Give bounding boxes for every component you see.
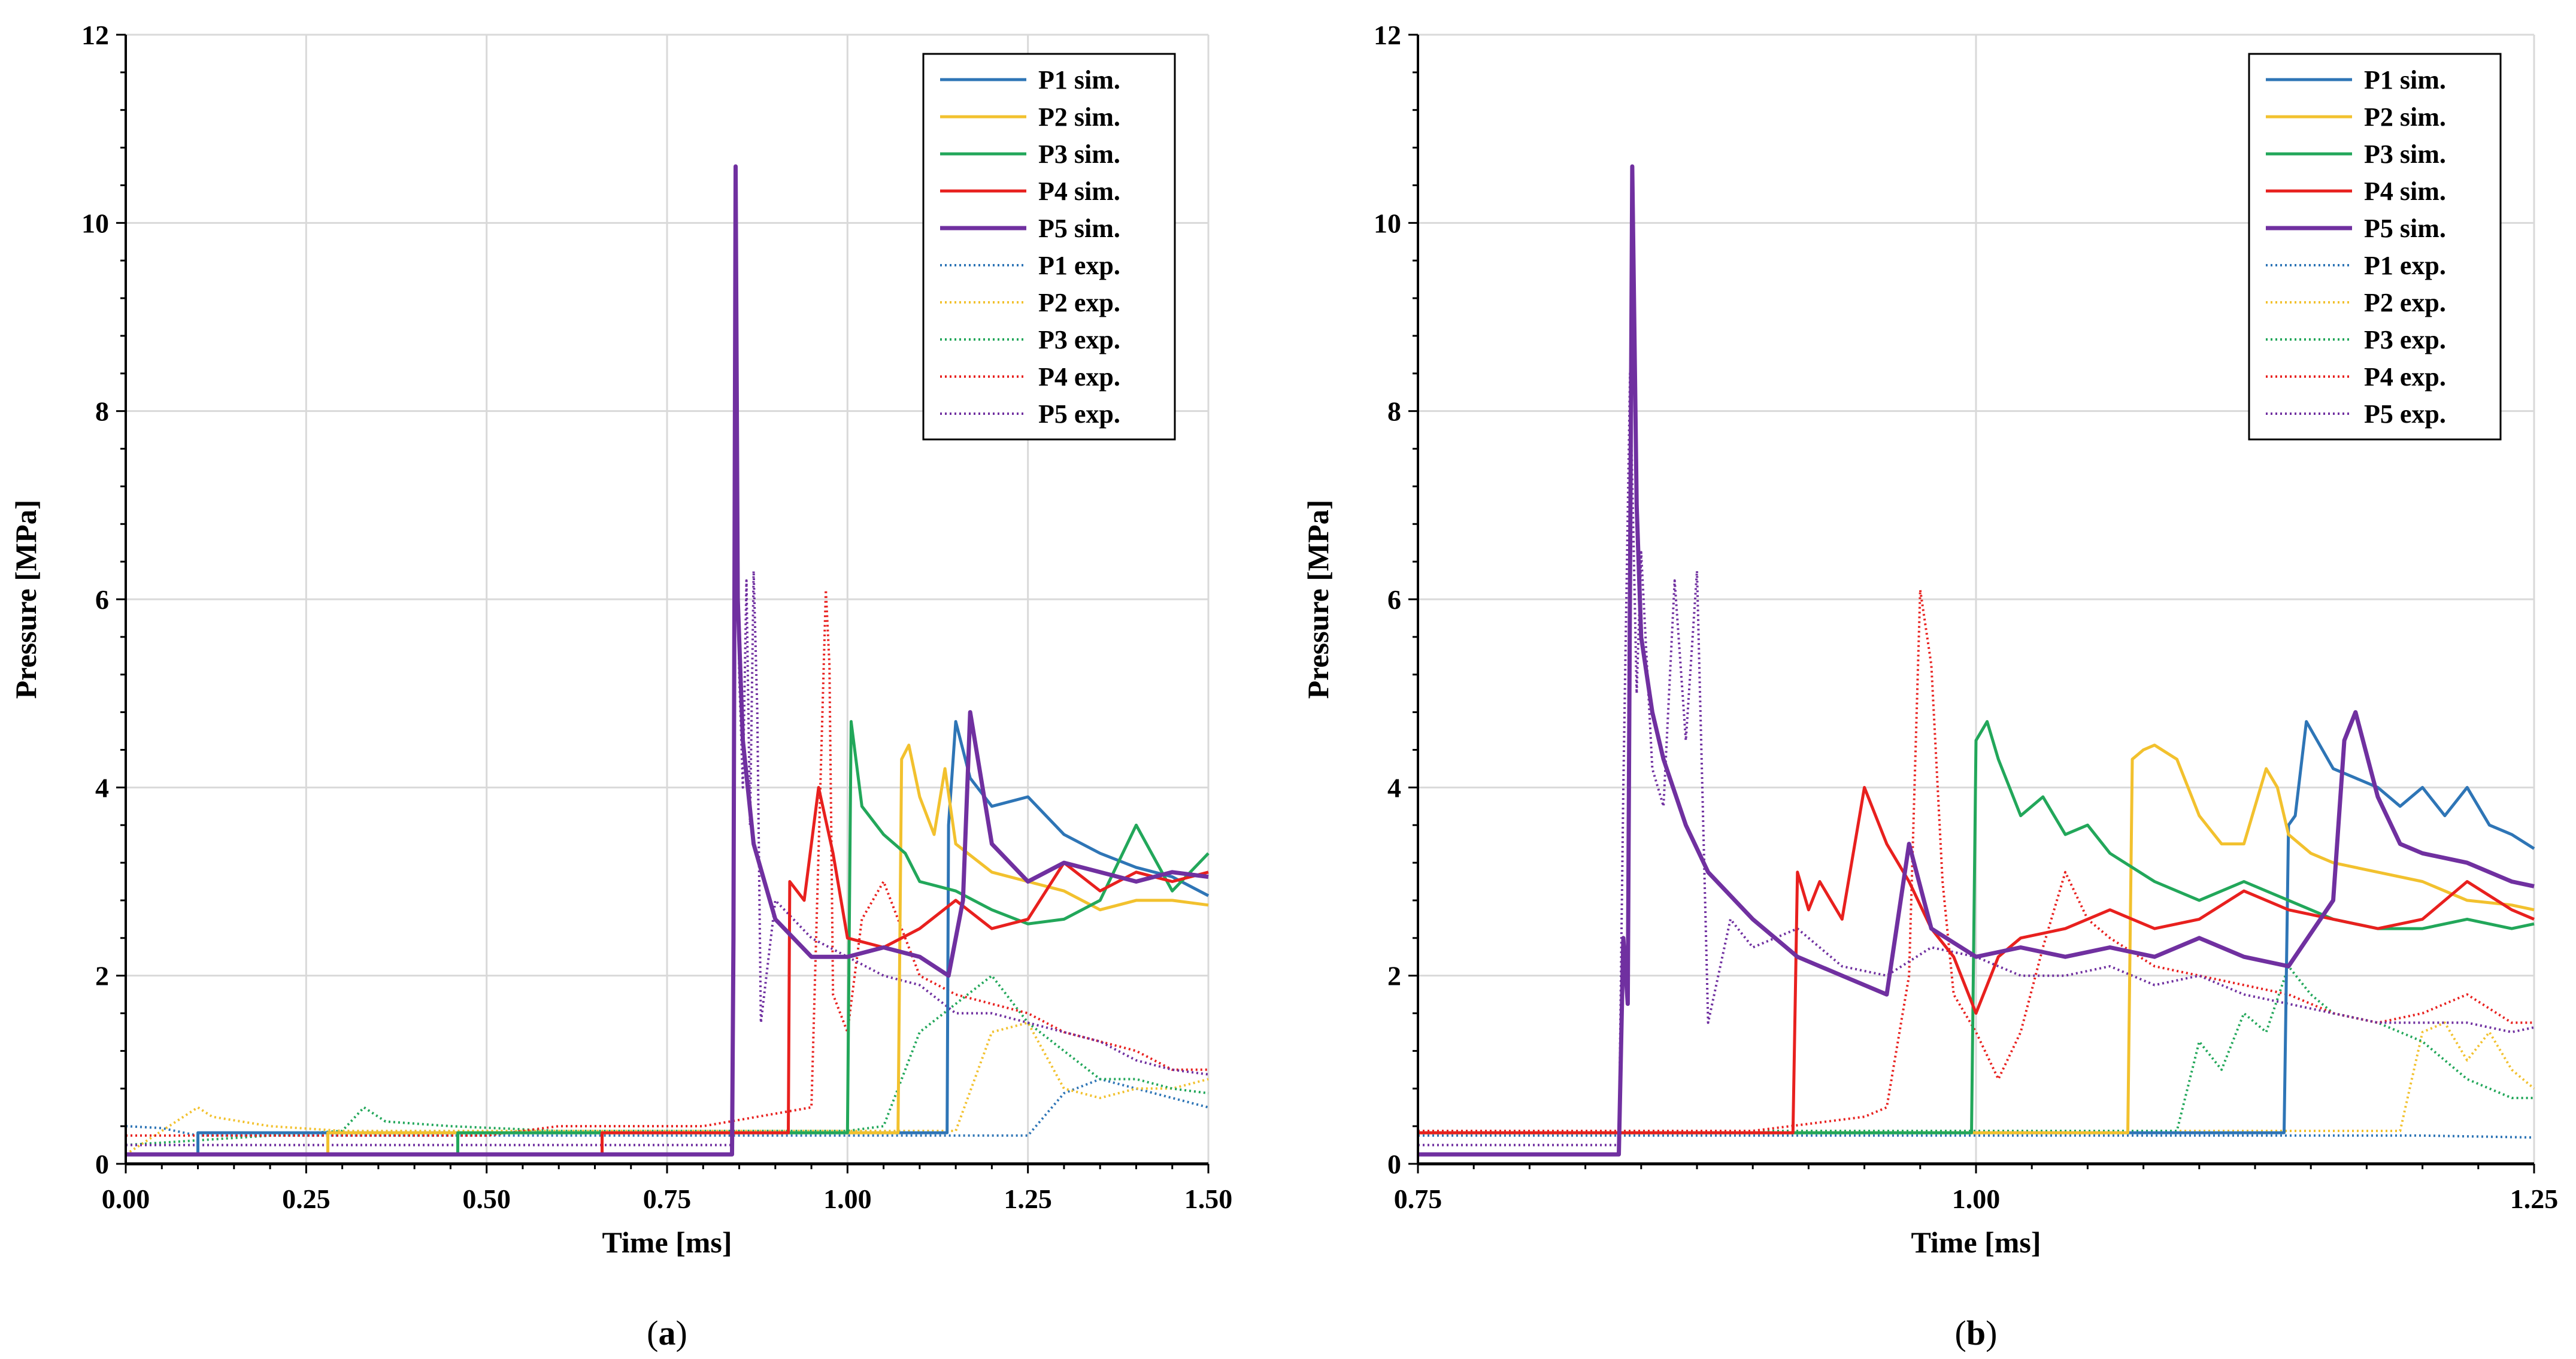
legend-label-a-3: P4 sim. (1038, 177, 1120, 206)
x-axis-title-b: Time [ms] (1911, 1225, 2041, 1259)
series-line-a-p2-exp (125, 1021, 1209, 1155)
legend-box-a (922, 53, 1176, 441)
x-tick-label-a-2: 0.50 (462, 1184, 511, 1214)
x-tick-label-a-5: 1.25 (1004, 1184, 1052, 1214)
y-tick-label-b-3: 6 (1387, 584, 1401, 615)
y-tick-label-b-5: 10 (1374, 208, 1401, 238)
tick-labels-a: 0 2 4 6 8 10 12 0.00 0.25 0.50 0.75 1.00 1.25 1.50 (81, 20, 1232, 1214)
series-line-a-p1-sim (126, 720, 1210, 1156)
legend-label-b-3: P4 sim. (2364, 177, 2446, 206)
series-line-b-p3-exp (1418, 965, 2534, 1132)
legend-label-b-6: P2 exp. (2364, 288, 2446, 317)
grid-lines-b (1418, 34, 2535, 1164)
y-tick-label-a-3: 6 (95, 584, 109, 615)
legend-label-b-1: P2 sim. (2364, 102, 2446, 132)
series-line-a-p5-sim (126, 164, 1209, 1157)
series-line-b-p5-sim (1418, 164, 2535, 1157)
series-line-b-p2-sim (1418, 744, 2535, 1134)
y-axis-title-b: Pressure [MPa] (1301, 500, 1335, 699)
y-tick-label-a-0: 0 (95, 1149, 109, 1179)
legend-label-a-6: P2 exp. (1038, 288, 1120, 317)
y-tick-label-a-1: 2 (95, 961, 109, 991)
tick-labels-b: 0 2 4 6 8 10 12 0.75 1.00 1.25 (1374, 20, 2558, 1214)
series-lines-b (1418, 164, 2535, 1157)
y-tick-label-b-2: 4 (1387, 772, 1401, 803)
y-tick-label-a-5: 10 (81, 208, 109, 238)
x-tick-label-a-0: 0.00 (102, 1184, 150, 1214)
series-line-b-p3-sim (1418, 720, 2535, 1134)
legend-b: P1 sim. P2 sim. P3 sim. P4 sim. P5 sim. P1 ex… (2248, 53, 2502, 441)
axes-a (116, 34, 1210, 1173)
x-tick-label-a-3: 0.75 (643, 1184, 692, 1214)
chart-panel-a: 0 2 4 6 8 10 12 0.00 0.25 0.50 0.75 1.00 1.25 1.50 Ti… (9, 20, 1232, 1352)
legend-label-a-8: P4 exp. (1038, 362, 1120, 392)
x-tick-label-a-1: 0.25 (282, 1184, 331, 1214)
y-tick-label-b-1: 2 (1387, 961, 1401, 991)
legend-a: P1 sim. P2 sim. P3 sim. P4 sim. P5 sim. P1 ex… (922, 53, 1176, 441)
y-tick-label-a-2: 4 (95, 772, 109, 803)
legend-label-b-2: P3 sim. (2364, 139, 2446, 169)
series-line-a-p3-exp (125, 974, 1209, 1146)
series-line-b-p4-sim (1418, 785, 2535, 1134)
y-tick-label-b-6: 12 (1374, 20, 1401, 50)
legend-label-a-2: P3 sim. (1038, 139, 1120, 169)
series-line-b-p5-exp (1418, 372, 2535, 1146)
series-line-b-p4-exp (1418, 589, 2534, 1132)
x-tick-label-b-2: 1.25 (2510, 1184, 2559, 1214)
legend-label-b-4: P5 sim. (2364, 214, 2446, 243)
series-lines-a (125, 164, 1210, 1157)
legend-label-b-8: P4 exp. (2364, 362, 2446, 392)
legend-label-a-9: P5 exp. (1038, 399, 1120, 429)
x-tick-label-a-6: 1.50 (1184, 1184, 1233, 1214)
x-tick-label-b-0: 0.75 (1394, 1184, 1442, 1214)
y-tick-label-a-4: 8 (95, 396, 109, 427)
y-axis-title-a: Pressure [MPa] (9, 500, 43, 699)
legend-label-a-1: P2 sim. (1038, 102, 1120, 132)
chart-panel-b: 0 2 4 6 8 10 12 0.75 1.00 1.25 Time [ms] Pressure… (1301, 20, 2558, 1352)
legend-label-b-0: P1 sim. (2364, 65, 2446, 95)
x-tick-label-a-4: 1.00 (823, 1184, 872, 1214)
legend-label-a-7: P3 exp. (1038, 325, 1120, 354)
legend-label-a-0: P1 sim. (1038, 65, 1120, 95)
x-axis-title-a: Time [ms] (602, 1225, 732, 1259)
legend-label-b-5: P1 exp. (2364, 251, 2446, 280)
legend-label-a-5: P1 exp. (1038, 251, 1120, 280)
y-tick-label-b-0: 0 (1387, 1149, 1401, 1179)
panel-label-b: (b) (1955, 1314, 1998, 1352)
y-tick-label-a-6: 12 (81, 20, 109, 50)
x-tick-label-b-1: 1.00 (1952, 1184, 2001, 1214)
y-tick-label-b-4: 8 (1387, 396, 1401, 427)
panel-label-a: (a) (647, 1314, 687, 1352)
legend-label-a-4: P5 sim. (1038, 214, 1120, 243)
axes-b (1408, 34, 2535, 1173)
legend-label-b-7: P3 exp. (2364, 325, 2446, 354)
series-line-b-p1-sim (1418, 720, 2535, 1134)
legend-label-b-9: P5 exp. (2364, 399, 2446, 429)
